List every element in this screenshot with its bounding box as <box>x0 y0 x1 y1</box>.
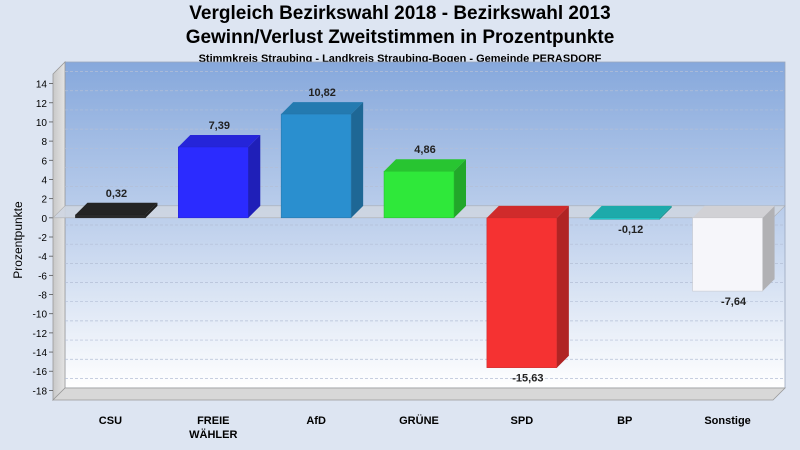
x-tick-label: WÄHLER <box>189 428 237 441</box>
x-tick-label: Sonstige <box>704 415 750 427</box>
bar-top <box>384 159 466 172</box>
bar-side <box>454 159 466 218</box>
data-label: -15,63 <box>512 373 543 385</box>
y-tick-label: 14 <box>36 80 48 91</box>
y-tick-label: 10 <box>36 118 48 129</box>
x-tick-label: BP <box>617 415 632 427</box>
bar-spd <box>486 217 558 368</box>
x-tick-label: AfD <box>306 415 326 427</box>
data-label: 4,86 <box>414 144 435 156</box>
bar-side <box>248 134 261 218</box>
bar-grüne <box>383 170 455 219</box>
x-tick-label: GRÜNE <box>399 414 439 427</box>
y-tick-label: 2 <box>41 195 47 206</box>
y-tick-label: 0 <box>41 214 47 225</box>
bar-freie-wähler <box>178 146 249 219</box>
bar-top <box>178 134 261 147</box>
plot-left-wall <box>52 61 66 401</box>
bar-side <box>351 102 364 218</box>
bar-top <box>692 205 775 218</box>
bar-afd <box>280 113 352 219</box>
bar-bp <box>589 217 660 220</box>
y-tick-label: -18 <box>33 386 48 397</box>
y-tick-label: -2 <box>38 233 47 244</box>
x-tick-label: SPD <box>511 415 534 427</box>
bar-csu <box>75 214 146 219</box>
y-tick-label: -16 <box>33 367 48 378</box>
bar-top <box>589 205 672 218</box>
bar-side <box>145 202 158 218</box>
bar-sonstige <box>692 217 763 292</box>
bar-top <box>281 102 364 115</box>
bar-top <box>75 202 158 215</box>
bar-side <box>762 205 775 292</box>
data-label: 0,32 <box>106 188 127 200</box>
x-tick-label: CSU <box>99 415 122 427</box>
y-tick-label: -4 <box>38 252 47 263</box>
plot-floor <box>52 387 786 401</box>
bar-side <box>659 205 672 220</box>
y-tick-label: 6 <box>41 156 47 167</box>
y-tick-label: -6 <box>38 271 47 282</box>
data-label: 10,82 <box>308 87 336 99</box>
y-tick-label: -10 <box>33 310 48 321</box>
x-tick-label: FREIE <box>197 415 229 427</box>
y-tick-label: 12 <box>36 99 48 110</box>
chart-title-line2: Gewinn/Verlust Zweitstimmen in Prozentpu… <box>185 27 615 48</box>
plot-area: 14 12 10 8 6 4 2 0 -2 -4 -6 -8 -10 -12 -14 -16 -18 0,32 CS… <box>33 61 786 441</box>
data-label: -0,12 <box>618 224 643 236</box>
bar-top <box>486 205 569 218</box>
y-tick-label: 4 <box>41 175 47 186</box>
y-tick-label: 8 <box>41 137 47 148</box>
y-tick-label: -14 <box>33 348 48 359</box>
bar-side <box>556 205 569 368</box>
y-axis-label: Prozentpunkte <box>11 201 25 279</box>
y-tick-label: -8 <box>38 291 47 302</box>
data-label: 7,39 <box>209 120 230 132</box>
data-label: -7,64 <box>721 296 747 308</box>
chart-title: Vergleich Bezirkswahl 2018 - Bezirkswahl… <box>189 3 611 24</box>
y-tick-label: -12 <box>33 329 48 340</box>
